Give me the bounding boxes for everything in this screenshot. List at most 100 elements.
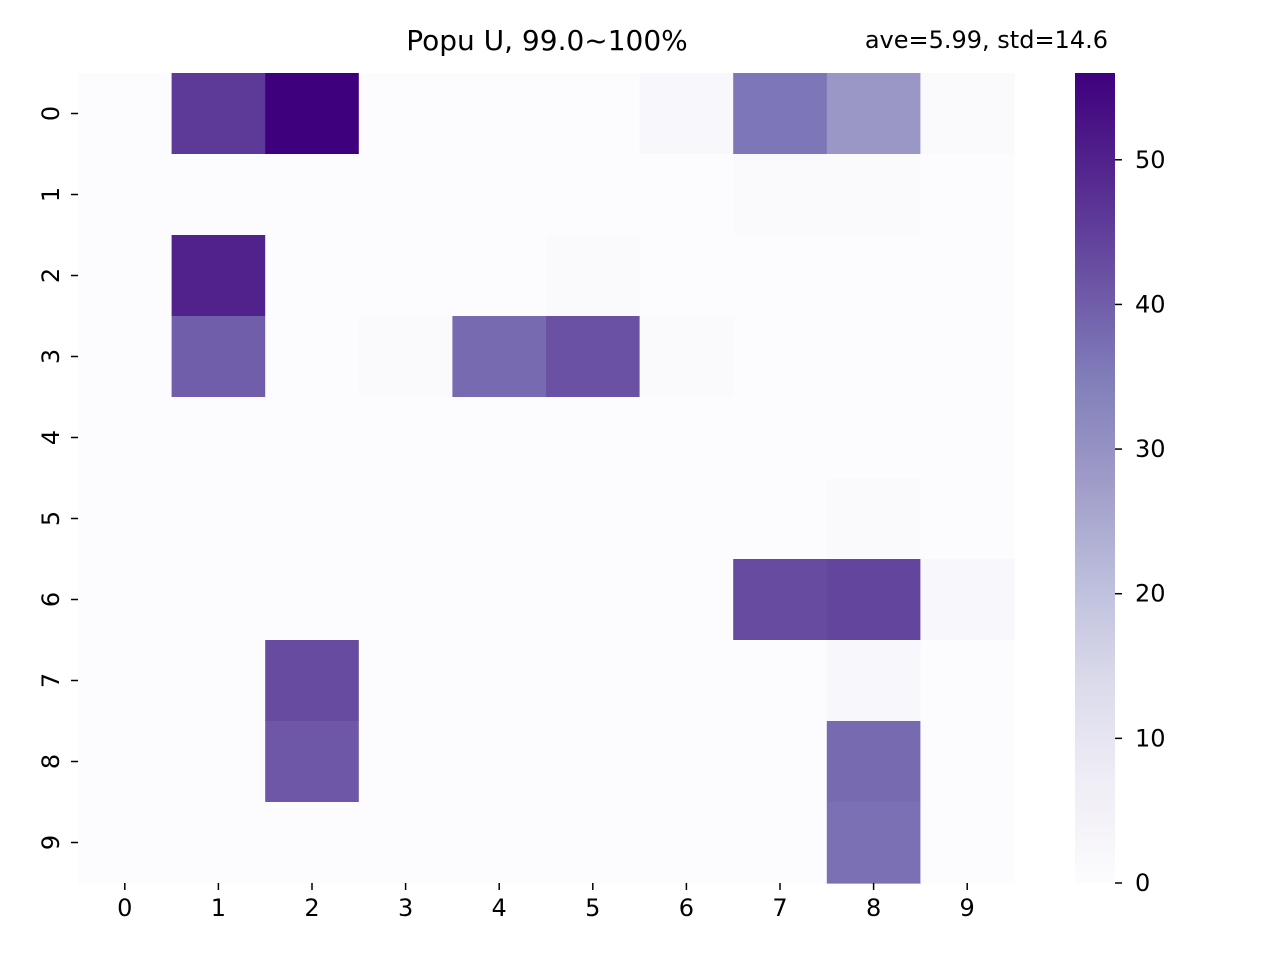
y-tick-label: 6: [37, 592, 65, 607]
heatmap-cell-3-6: [639, 316, 734, 398]
heatmap-cell-7-8: [826, 640, 921, 722]
y-tick-label: 0: [37, 106, 65, 121]
heatmap-cell-5-8: [826, 478, 921, 560]
x-tick-label: 1: [211, 894, 226, 922]
heatmap-cell-0-6: [639, 73, 734, 155]
heatmap-cell-9-3: [358, 802, 453, 884]
heatmap-cell-1-3: [358, 154, 453, 236]
stats-annotation: ave=5.99, std=14.6: [864, 26, 1108, 54]
heatmap-cell-2-9: [920, 235, 1015, 317]
y-tick-label: 1: [37, 187, 65, 202]
heatmap-cell-6-5: [546, 559, 641, 641]
heatmap-cell-9-7: [733, 802, 828, 884]
heatmap-cell-4-8: [826, 397, 921, 479]
heatmap-cell-3-5: [546, 316, 641, 398]
colorbar-ticks: 0 10 20 30 40 50: [1115, 146, 1166, 897]
heatmap-cell-2-2: [265, 235, 360, 317]
heatmap-cell-5-2: [265, 478, 360, 560]
colorbar: [1075, 73, 1115, 883]
heatmap-cell-6-0: [78, 559, 173, 641]
heatmap-cell-4-3: [358, 397, 453, 479]
heatmap-cell-1-5: [546, 154, 641, 236]
heatmap-cell-2-7: [733, 235, 828, 317]
heatmap-cell-0-8: [826, 73, 921, 155]
heatmap-cell-9-2: [265, 802, 360, 884]
heatmap-cell-0-7: [733, 73, 828, 155]
y-tick-label: 7: [37, 673, 65, 688]
heatmap-cell-4-4: [452, 397, 547, 479]
colorbar-tick-label: 10: [1135, 724, 1166, 752]
heatmap-cell-1-8: [826, 154, 921, 236]
y-axis: 0 1 2 3 4 5 6 7 8 9: [37, 106, 78, 850]
heatmap-cell-9-0: [78, 802, 173, 884]
heatmap-cell-7-1: [171, 640, 266, 722]
heatmap-cell-8-1: [171, 721, 266, 803]
heatmap-cell-3-3: [358, 316, 453, 398]
y-tick-label: 8: [37, 754, 65, 769]
heatmap-cell-7-7: [733, 640, 828, 722]
y-tick-label: 3: [37, 349, 65, 364]
heatmap-cell-2-0: [78, 235, 173, 317]
heatmap-cell-5-6: [639, 478, 734, 560]
x-tick-label: 2: [304, 894, 319, 922]
heatmap-cell-8-2: [265, 721, 360, 803]
x-tick-label: 3: [398, 894, 413, 922]
chart-title: Popu U, 99.0~100%: [406, 24, 688, 57]
heatmap-cell-4-7: [733, 397, 828, 479]
heatmap-cell-8-4: [452, 721, 547, 803]
heatmap-cell-5-5: [546, 478, 641, 560]
heatmap-cell-1-4: [452, 154, 547, 236]
heatmap-cell-7-6: [639, 640, 734, 722]
heatmap-cell-4-0: [78, 397, 173, 479]
heatmap-cell-2-8: [826, 235, 921, 317]
heatmap-cell-3-9: [920, 316, 1015, 398]
heatmap-cell-4-5: [546, 397, 641, 479]
colorbar-tick-label: 20: [1135, 580, 1166, 608]
heatmap-cell-3-7: [733, 316, 828, 398]
heatmap-cell-9-5: [546, 802, 641, 884]
heatmap-cell-7-2: [265, 640, 360, 722]
heatmap-cell-3-4: [452, 316, 547, 398]
x-axis: 0 1 2 3 4 5 6 7 8 9: [117, 883, 975, 922]
heatmap-cell-1-6: [639, 154, 734, 236]
heatmap-cells: [78, 73, 1015, 884]
heatmap-cell-0-1: [171, 73, 266, 155]
x-tick-label: 9: [960, 894, 975, 922]
heatmap-cell-8-5: [546, 721, 641, 803]
heatmap-cell-9-9: [920, 802, 1015, 884]
heatmap-cell-3-8: [826, 316, 921, 398]
heatmap-cell-6-7: [733, 559, 828, 641]
heatmap-cell-4-2: [265, 397, 360, 479]
heatmap-cell-1-7: [733, 154, 828, 236]
heatmap-cell-8-9: [920, 721, 1015, 803]
heatmap-cell-2-1: [171, 235, 266, 317]
x-tick-label: 6: [679, 894, 694, 922]
heatmap-cell-4-9: [920, 397, 1015, 479]
heatmap-cell-0-9: [920, 73, 1015, 155]
heatmap-cell-6-2: [265, 559, 360, 641]
heatmap-cell-5-4: [452, 478, 547, 560]
heatmap-cell-7-4: [452, 640, 547, 722]
heatmap-cell-6-9: [920, 559, 1015, 641]
heatmap-cell-0-5: [546, 73, 641, 155]
heatmap-cell-3-0: [78, 316, 173, 398]
heatmap-cell-8-6: [639, 721, 734, 803]
heatmap-cell-2-5: [546, 235, 641, 317]
colorbar-tick-label: 50: [1135, 146, 1166, 174]
heatmap-cell-1-0: [78, 154, 173, 236]
heatmap-cell-6-4: [452, 559, 547, 641]
heatmap-cell-5-1: [171, 478, 266, 560]
heatmap-cell-8-0: [78, 721, 173, 803]
heatmap-cell-2-6: [639, 235, 734, 317]
x-tick-label: 8: [866, 894, 881, 922]
heatmap-cell-4-1: [171, 397, 266, 479]
heatmap-cell-7-3: [358, 640, 453, 722]
heatmap-cell-8-8: [826, 721, 921, 803]
heatmap-cell-0-3: [358, 73, 453, 155]
y-tick-label: 5: [37, 511, 65, 526]
heatmap-cell-8-7: [733, 721, 828, 803]
heatmap-cell-5-3: [358, 478, 453, 560]
heatmap-cell-9-6: [639, 802, 734, 884]
colorbar-tick-label: 0: [1135, 869, 1150, 897]
